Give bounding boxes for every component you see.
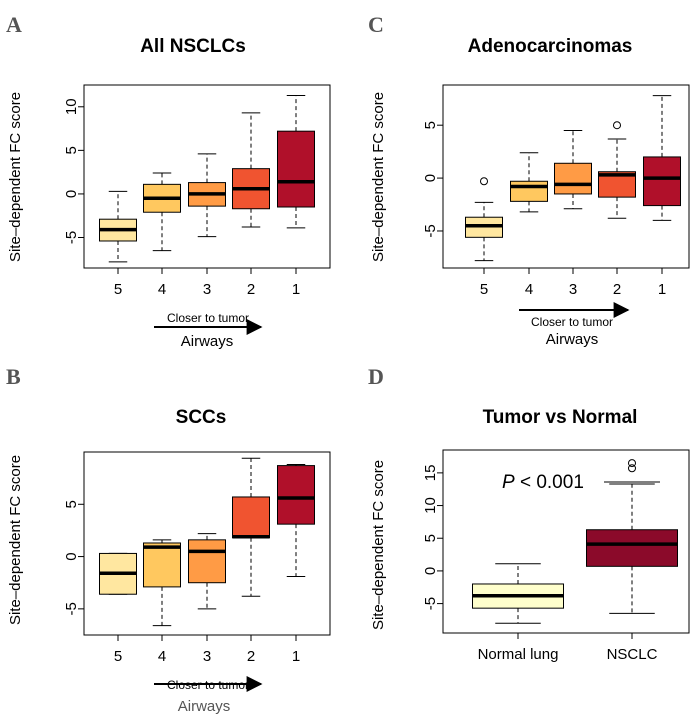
y-tick-label-d: 15 — [422, 465, 439, 482]
x-tick-label-d: NSCLC — [607, 646, 658, 663]
outlier-point — [480, 177, 488, 186]
x-tick-label-c: 1 — [658, 281, 666, 298]
p-value-symbol: P — [502, 472, 515, 493]
panel-letter-b: B — [6, 364, 21, 389]
box-b-2 — [232, 496, 270, 539]
x-axis-label-a: Airways — [181, 333, 234, 350]
x-tick-label-b: 1 — [292, 648, 300, 665]
panel-c: C Adenocarcinomas Site–dependent FC scor… — [368, 12, 690, 348]
x-tick-label-a: 2 — [247, 281, 255, 298]
panel-letter-c: C — [368, 12, 384, 37]
plot-area-d: -5 0 5 10 15 Normal lung NSCLC — [422, 459, 678, 663]
plot-area-b: -5 0 5 5 4 3 2 1 — [63, 457, 315, 665]
x-tick-label-a: 5 — [114, 281, 122, 298]
outlier-point — [628, 459, 636, 468]
x-axis-label-b: Airways — [178, 698, 231, 715]
y-axis-label-c: Site–dependent FC score — [370, 92, 387, 262]
box-c-3 — [554, 162, 592, 195]
y-tick-label-c: -5 — [422, 224, 439, 237]
x-axis-label-c: Airways — [546, 331, 599, 348]
x-tick-label-c: 2 — [613, 281, 621, 298]
y-tick-label-a: 5 — [63, 146, 80, 154]
box-b-1 — [277, 465, 315, 525]
plot-area-a: -5 0 5 10 5 4 3 2 1 — [63, 94, 315, 298]
box-b-3 — [188, 539, 226, 584]
box-b-4 — [143, 542, 181, 588]
panel-letter-a: A — [6, 12, 22, 37]
chart-title-c: Adenocarcinomas — [468, 36, 633, 57]
y-axis-label-a: Site–dependent FC score — [7, 92, 24, 262]
box-a-1 — [277, 130, 315, 208]
y-tick-label-d: -5 — [422, 597, 439, 610]
closer-label-a: Closer to tumor — [167, 311, 249, 325]
panel-a: A All NSCLCs Site–dependent FC score -5 0… — [6, 12, 331, 350]
x-tick-label-c: 3 — [569, 281, 577, 298]
plot-frame-c — [442, 84, 690, 269]
outlier-point — [628, 464, 636, 473]
panel-letter-d: D — [368, 364, 384, 389]
x-tick-label-c: 4 — [525, 281, 533, 298]
p-value-text: < 0.001 — [515, 472, 584, 493]
x-tick-label-b: 4 — [158, 648, 166, 665]
p-value-annotation: P < 0.001 — [502, 472, 584, 493]
y-tick-label-b: 5 — [63, 500, 80, 508]
chart-title-b: SCCs — [176, 407, 227, 428]
y-axis-label-d: Site–dependent FC score — [370, 460, 387, 630]
panel-b: B SCCs Site–dependent FC score -5 0 5 5 4 3 2 1… — [6, 364, 331, 715]
chart-title-a: All NSCLCs — [140, 36, 246, 57]
outlier-point — [613, 121, 621, 130]
y-tick-label-b: 0 — [63, 552, 80, 560]
box-d-nsclc — [586, 529, 678, 567]
y-axis-label-b: Site–dependent FC score — [7, 455, 24, 625]
plot-frame-d — [442, 449, 690, 634]
chart-title-d: Tumor vs Normal — [483, 407, 638, 428]
box-c-1 — [643, 156, 681, 207]
panel-d: D Tumor vs Normal Site–dependent FC scor… — [368, 364, 690, 663]
y-tick-label-a: 10 — [63, 98, 80, 115]
y-tick-label-d: 0 — [422, 567, 439, 575]
x-tick-label-b: 5 — [114, 648, 122, 665]
x-tick-label-a: 3 — [203, 281, 211, 298]
x-tick-label-a: 4 — [158, 281, 166, 298]
x-tick-label-b: 2 — [247, 648, 255, 665]
x-tick-label-a: 1 — [292, 281, 300, 298]
y-tick-label-c: 5 — [422, 121, 439, 129]
y-tick-label-c: 0 — [422, 174, 439, 182]
x-tick-label-d: Normal lung — [478, 646, 559, 663]
box-c-4 — [510, 180, 548, 202]
closer-label-c: Closer to tumor — [531, 315, 613, 329]
y-tick-label-a: -5 — [63, 231, 80, 244]
y-tick-label-a: 0 — [63, 190, 80, 198]
y-tick-label-d: 5 — [422, 534, 439, 542]
y-tick-label-d: 10 — [422, 497, 439, 514]
y-tick-label-b: -5 — [63, 602, 80, 615]
closer-label-b: Closer to tumor — [167, 678, 249, 692]
x-tick-label-b: 3 — [203, 648, 211, 665]
plot-area-c: -5 0 5 5 4 3 2 1 — [422, 95, 681, 298]
x-tick-label-c: 5 — [480, 281, 488, 298]
